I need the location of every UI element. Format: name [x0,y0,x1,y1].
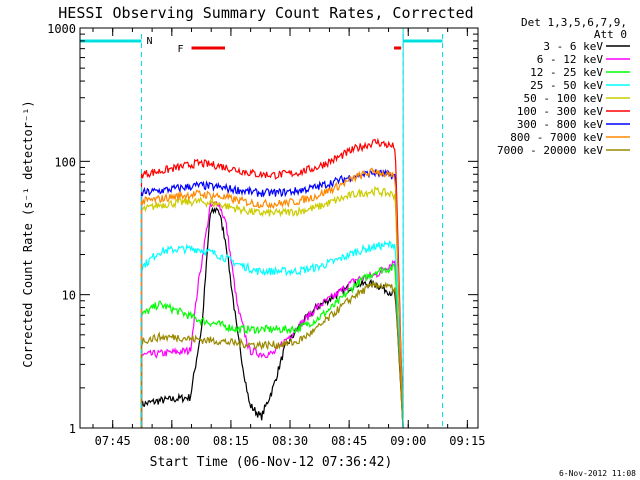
x-tick-label: 07:45 [95,434,131,448]
series-line-4 [140,240,404,428]
legend-label: 50 - 100 keV [524,92,604,105]
footer-date: 6-Nov-2012 11:08 [559,469,636,478]
series-line-2 [140,200,404,428]
plot-frame [79,27,479,429]
y-axis-label: Corrected Count Rate (s⁻¹ detector⁻¹) [21,100,35,367]
chart-title: HESSI Observing Summary Count Rates, Cor… [58,4,473,22]
x-tick-label: 08:30 [272,434,308,448]
y-tick-label: 10 [62,289,76,303]
series-line-9 [140,280,404,428]
y-tick-label: 1 [69,422,76,436]
series-line-5 [140,185,404,428]
legend-label: 25 - 50 keV [530,79,603,92]
y-tick-label: 100 [54,155,76,169]
x-tick-label: 09:00 [390,434,426,448]
y-tick-label: 1000 [47,22,76,36]
series-line-6 [140,137,404,428]
series-line-1 [140,206,404,428]
x-tick-label: 08:45 [331,434,367,448]
annotation-bars: NF [80,28,444,428]
legend-label: 12 - 25 keV [530,66,603,79]
x-tick-label: 09:15 [449,434,485,448]
axes: 07:45 08:00 08:15 08:30 08:45 09:00 09:15 1 10 10… [47,22,485,448]
legend-header: Det 1,3,5,6,7,9,Att 0 [521,16,627,41]
legend-label: 7000 - 20000 keV [497,144,603,157]
legend-header-line: Att 0 [594,28,627,41]
flare-label: F [178,44,184,55]
legend-label: 6 - 12 keV [537,53,604,66]
series-line-3 [140,263,404,428]
legend-label: 100 - 300 keV [517,105,603,118]
legend-header-line: Det 1,3,5,6,7,9, [521,16,627,29]
x-tick-label: 08:15 [213,434,249,448]
series-line-8 [140,167,404,428]
legend-label: 300 - 800 keV [517,118,603,131]
x-axis-label: Start Time (06-Nov-12 07:36:42) [150,455,393,470]
x-tick-label: 08:00 [154,434,190,448]
legend-label: 800 - 7000 keV [510,131,603,144]
night-label: N [146,36,152,47]
legend-label: 3 - 6 keV [543,40,603,53]
